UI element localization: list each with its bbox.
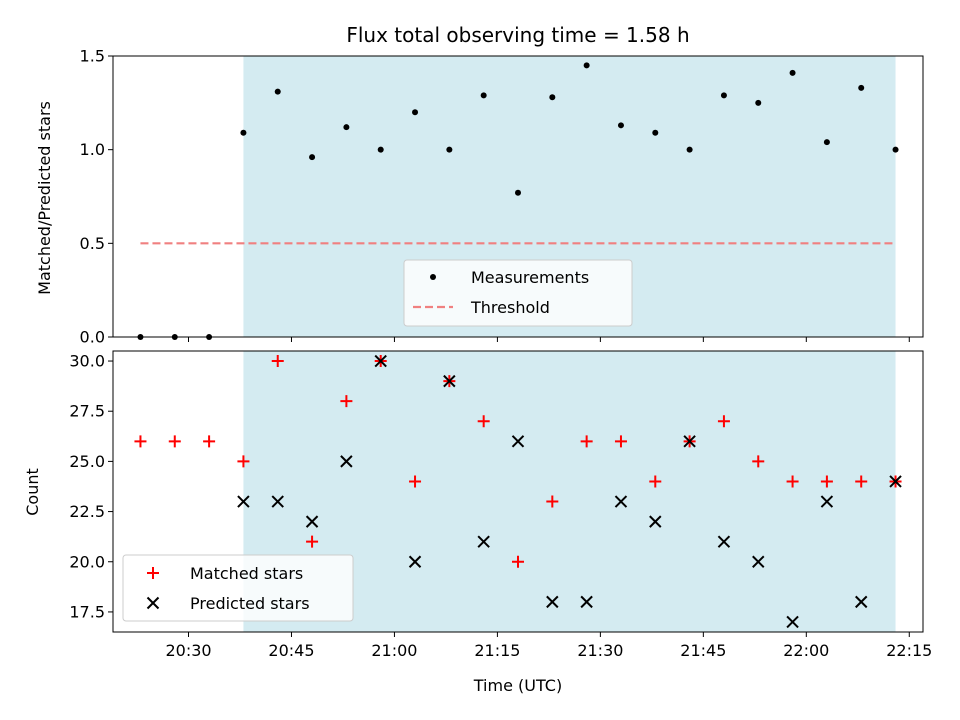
matched-star-point [409, 475, 422, 488]
chart-title: Flux total observing time = 1.58 h [346, 23, 689, 47]
matched-star-point [717, 415, 730, 428]
matched-star-point [477, 415, 490, 428]
matched-star-point [203, 435, 216, 448]
bottom_panel-y-tick-label: 20.0 [69, 552, 105, 571]
legend-threshold-label: Threshold [470, 298, 550, 317]
bottom-panel-frame [112, 350, 924, 633]
measurement-point [309, 154, 316, 161]
predicted-star-point [614, 495, 628, 508]
matched-star-point [134, 435, 147, 448]
bottom-y-axis-label: Count [23, 468, 42, 516]
x-tick-label: 21:15 [474, 641, 520, 660]
legend-predicted-label: Predicted stars [190, 594, 310, 613]
matched-star-point [786, 475, 799, 488]
predicted-star-point [237, 495, 250, 508]
measurement-point [480, 92, 487, 99]
x-axis-label: Time (UTC) [473, 676, 562, 695]
bottom_panel-y-tick-label: 30.0 [69, 352, 105, 371]
top-panel-frame [112, 55, 924, 338]
predicted-star-point [511, 435, 525, 448]
matched-star-point [855, 475, 868, 488]
x-tick-label: 21:30 [577, 641, 623, 660]
measurement-point [377, 146, 384, 153]
legend-matched-marker [147, 567, 159, 579]
matched-star-point [306, 535, 319, 548]
top_panel-y-tick-label: 1.5 [80, 47, 105, 66]
predicted-star-point [717, 535, 731, 548]
measurement-point [343, 124, 350, 131]
measurement-point [549, 94, 556, 101]
measurement-point [789, 69, 796, 76]
matched-star-point [512, 555, 524, 568]
bottom-legend-box [122, 554, 354, 622]
bottom_panel-y-tick-label: 22.5 [69, 502, 105, 521]
predicted-star-point [855, 595, 868, 609]
x-tick-label: 21:00 [371, 641, 417, 660]
predicted-star-point [271, 495, 284, 508]
measurement-point [755, 99, 762, 106]
top-y-axis-label: Matched/Predicted stars [35, 101, 54, 295]
predicted-star-point [649, 515, 662, 528]
legend-predicted-marker [146, 596, 160, 610]
bottom_panel-y-tick-label: 17.5 [69, 602, 105, 621]
measurement-point [686, 146, 693, 153]
matched-star-point [271, 355, 284, 368]
matched-star-point [546, 495, 559, 508]
legend-measurements-marker [430, 274, 436, 280]
predicted-star-point [820, 495, 834, 508]
measurement-point [515, 189, 521, 196]
predicted-star-point [786, 615, 799, 629]
top_panel-y-tick-label: 0.5 [80, 234, 105, 253]
matched-star-point [340, 395, 353, 408]
predicted-star-point [305, 515, 319, 528]
predicted-star-point [374, 354, 387, 368]
predicted-star-point [889, 475, 902, 488]
measurement-point [652, 129, 659, 136]
measurement-point [412, 109, 419, 116]
top-legend: Measurements Threshold [403, 259, 633, 327]
predicted-star-point [340, 455, 353, 468]
x-tick-label: 20:30 [165, 641, 211, 660]
x-tick-label: 22:00 [783, 641, 829, 660]
measurement-point [858, 84, 865, 91]
bottom_panel-y-tick-label: 25.0 [69, 452, 105, 471]
measurement-point [617, 122, 624, 129]
bottom-panel: 17.5 20.0 22.5 25.0 27.5 30.0 20:30 20:45 21:00 2… [69, 350, 932, 660]
x-tick-label: 20:45 [268, 641, 314, 660]
top_panel-y-tick-label: 1.0 [80, 140, 105, 159]
predicted-star-point [408, 555, 422, 568]
measurement-point [240, 129, 247, 136]
predicted-star-point [443, 374, 456, 388]
predicted-star-point [580, 595, 593, 609]
predicted-star-point [477, 535, 490, 548]
measurement-point [446, 146, 453, 153]
measurement-point [720, 92, 727, 99]
top_panel-y-tick-label: 0.0 [80, 328, 105, 347]
measurement-point [892, 146, 899, 153]
bottom-legend: Matched stars Predicted stars [122, 554, 354, 622]
matched-star-point [752, 455, 765, 468]
x-tick-label: 21:45 [680, 641, 726, 660]
matched-star-point [580, 435, 593, 448]
top-legend-box [403, 259, 633, 327]
predicted-star-point [683, 435, 696, 448]
legend-matched-label: Matched stars [190, 564, 303, 583]
matched-star-point [649, 475, 662, 488]
bottom_panel-y-tick-label: 27.5 [69, 402, 105, 421]
matched-star-point [820, 475, 833, 488]
measurement-point [274, 88, 281, 95]
matched-star-point [237, 455, 250, 468]
predicted-star-point [546, 595, 559, 609]
measurement-point [583, 62, 590, 69]
predicted-star-point [752, 555, 765, 568]
legend-measurements-label: Measurements [471, 268, 589, 287]
matched-star-point [168, 435, 181, 448]
matched-star-point [614, 435, 627, 448]
measurement-point [823, 139, 830, 146]
top-panel: 0.0 0.5 1.0 1.5 Measurements Threshold [80, 47, 924, 347]
x-tick-label: 22:15 [886, 641, 932, 660]
